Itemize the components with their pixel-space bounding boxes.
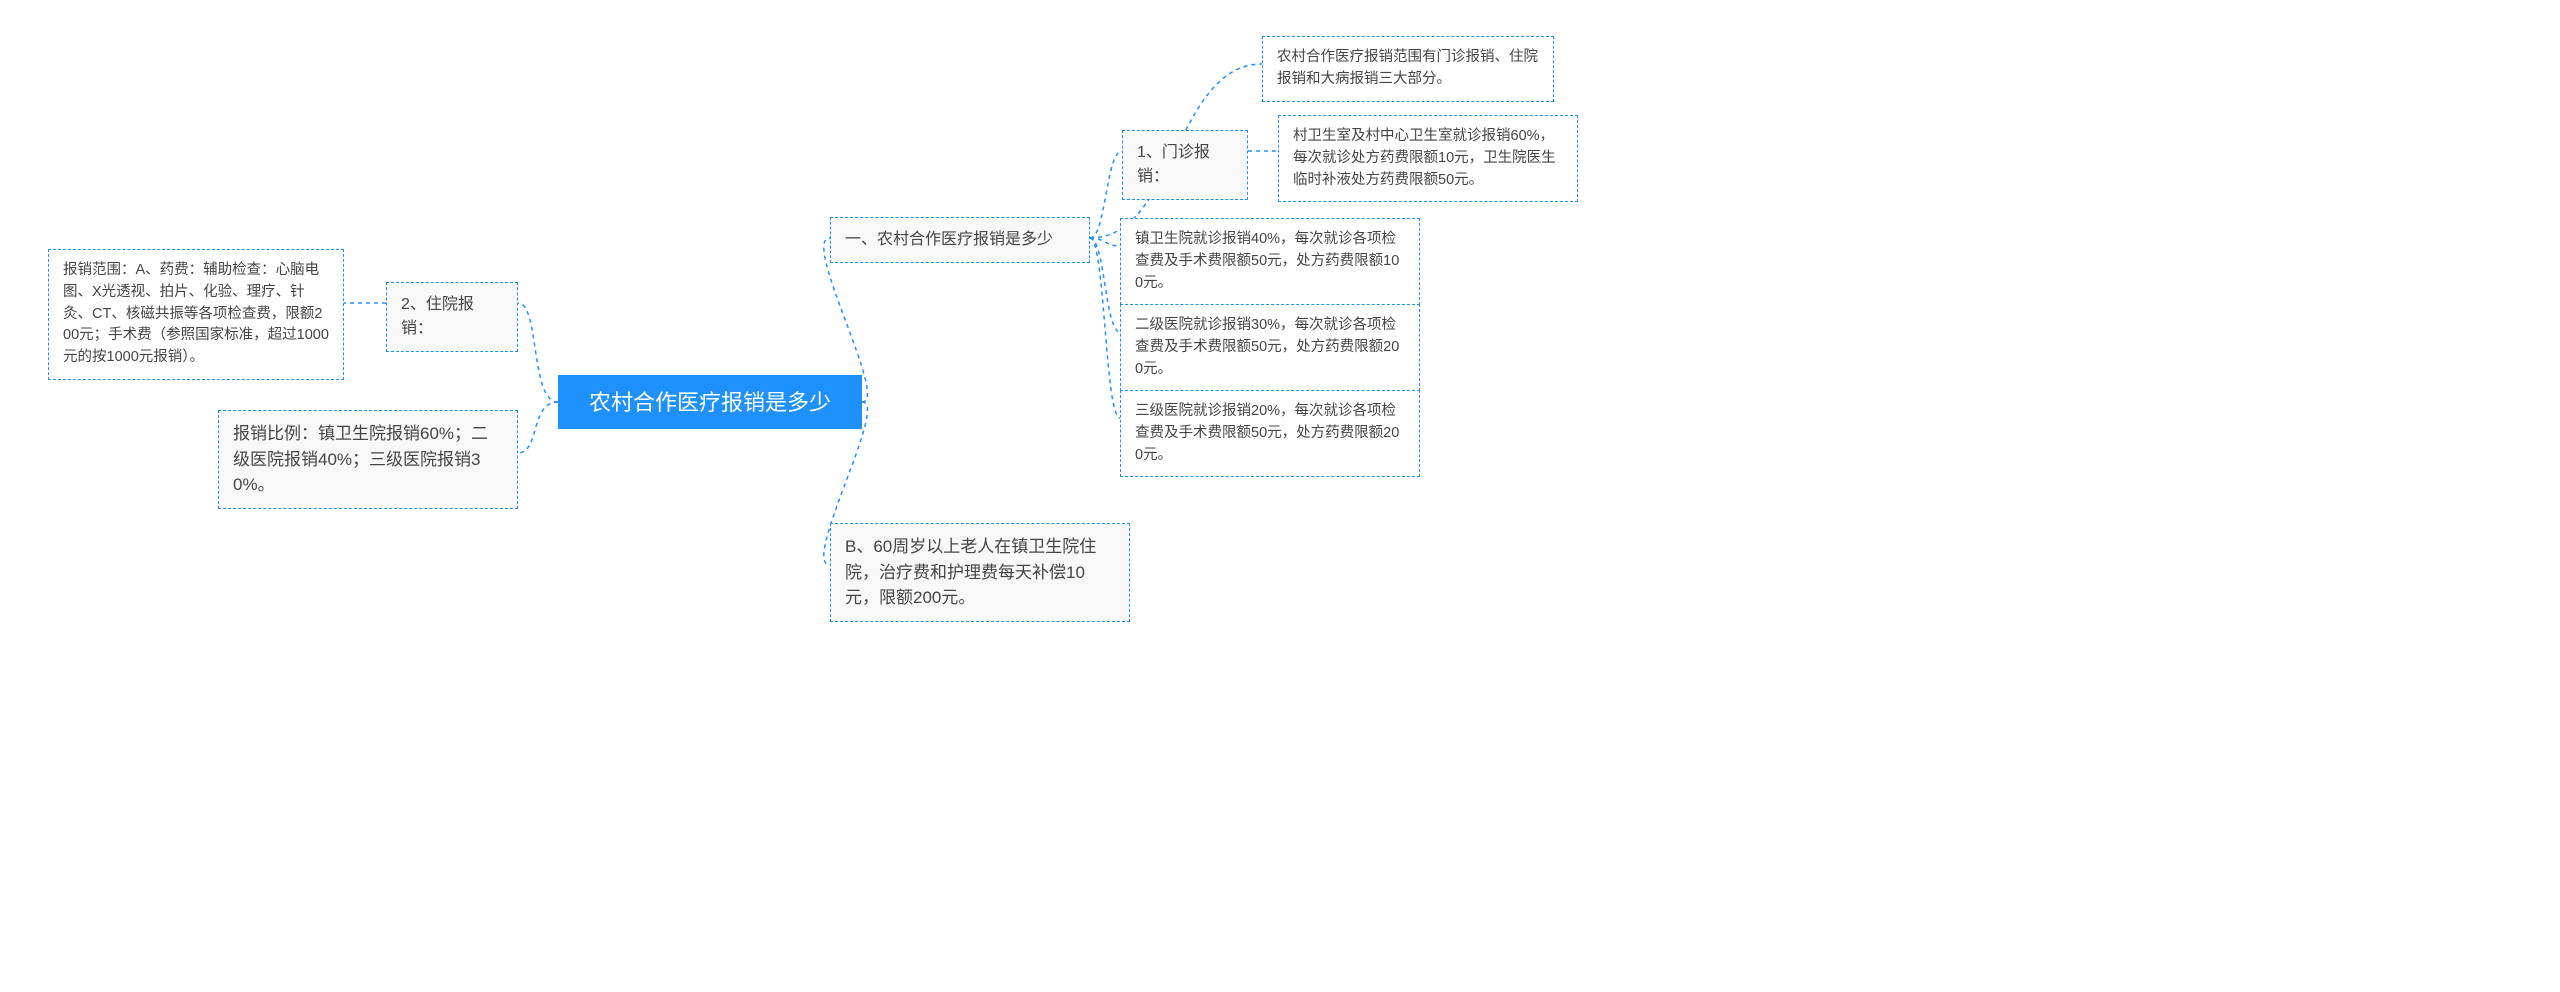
right-leaf-l2-30: 二级医院就诊报销30%，每次就诊各项检查费及手术费限额50元，处方药费限额200… xyxy=(1120,304,1420,391)
right-node-section1: 一、农村合作医疗报销是多少 xyxy=(830,217,1090,263)
left-leaf-hospitalization-scope: 报销范围：A、药费：辅助检查：心脑电图、X光透视、拍片、化验、理疗、针灸、CT、… xyxy=(48,249,344,380)
left-node-hospitalization: 2、住院报销： xyxy=(386,282,518,352)
connector xyxy=(1090,238,1120,246)
right-node-elderly: B、60周岁以上老人在镇卫生院住院，治疗费和护理费每天补偿10元，限额200元。 xyxy=(830,523,1130,622)
right-node-outpatient: 1、门诊报销： xyxy=(1122,130,1248,200)
right-leaf-outpatient-detail: 村卫生室及村中心卫生室就诊报销60%，每次就诊处方药费限额10元，卫生院医生临时… xyxy=(1278,115,1578,202)
connector xyxy=(1090,238,1120,332)
connector xyxy=(1090,238,1120,418)
connector xyxy=(1090,151,1122,238)
connector xyxy=(518,402,558,453)
right-leaf-town40: 镇卫生院就诊报销40%，每次就诊各项检查费及手术费限额50元，处方药费限额100… xyxy=(1120,218,1420,305)
right-leaf-scope: 农村合作医疗报销范围有门诊报销、住院报销和大病报销三大部分。 xyxy=(1262,36,1554,102)
root-node: 农村合作医疗报销是多少 xyxy=(558,375,862,429)
right-leaf-l3-20: 三级医院就诊报销20%，每次就诊各项检查费及手术费限额50元，处方药费限额200… xyxy=(1120,390,1420,477)
connector xyxy=(518,303,558,402)
left-node-ratio: 报销比例：镇卫生院报销60%；二级医院报销40%；三级医院报销30%。 xyxy=(218,410,518,509)
